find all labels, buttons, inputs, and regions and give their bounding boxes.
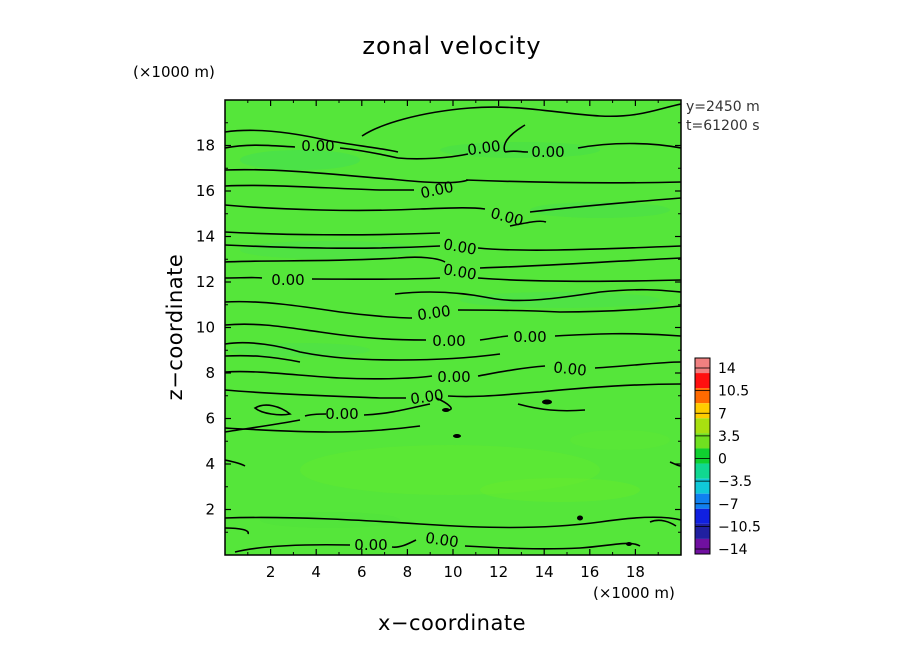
colorbar-swatch xyxy=(695,538,710,554)
x-tick-label: 18 xyxy=(626,563,645,581)
x-tick-label: 6 xyxy=(357,563,367,581)
x-tick-label: 14 xyxy=(535,563,554,581)
colorbar-swatch xyxy=(695,493,710,509)
contour-label: 0.00 xyxy=(552,358,587,379)
zero-contours xyxy=(225,103,681,553)
colorbar-label: 14 xyxy=(718,361,736,377)
contour-label: 0.00 xyxy=(301,137,334,155)
colorbar-swatch xyxy=(695,403,710,419)
x-tick-label: 8 xyxy=(403,563,413,581)
colorbar-swatch xyxy=(695,478,710,494)
x-axis-ticks: 2 4 6 8 10 12 14 16 18 xyxy=(247,100,659,581)
contour-label: 0.00 xyxy=(442,235,478,259)
y-tick-label: 8 xyxy=(205,364,215,382)
x-axis-label: x−coordinate xyxy=(378,611,526,635)
field-variations xyxy=(230,142,670,528)
contour-labels: 0.00 0.00 0.000.000.000.000.000.000.000.00… xyxy=(271,137,587,554)
x-tick-label: 10 xyxy=(443,563,462,581)
colorbar-swatch xyxy=(695,448,710,464)
colorbar-label: −14 xyxy=(718,542,748,558)
colorbar-swatch xyxy=(695,388,710,404)
contour-label: 0.00 xyxy=(409,386,445,408)
y-tick-label: 16 xyxy=(196,182,215,200)
colorbar: 14 10.5 7 3.5 0 −3.5 −7 −10.5 −14 xyxy=(694,357,761,558)
colorbar-label: −10.5 xyxy=(718,519,761,535)
x-unit-label: (×1000 m) xyxy=(593,584,675,602)
contour-label: 0.00 xyxy=(354,536,387,554)
x-tick-label: 2 xyxy=(266,563,276,581)
y-tick-label: 18 xyxy=(196,137,215,155)
contour-label: 0.00 xyxy=(442,260,478,284)
colorbar-swatch xyxy=(695,433,710,449)
contour-label: 0.00 xyxy=(325,405,358,423)
y-tick-label: 10 xyxy=(196,319,215,337)
contour-label: 0.00 xyxy=(432,332,465,350)
colorbar-frame xyxy=(694,357,711,555)
colorbar-swatch xyxy=(695,508,710,524)
chart-title: zonal velocity xyxy=(362,32,541,60)
annotation-t: t=61200 s xyxy=(686,118,760,134)
contour-label: 0.00 xyxy=(416,302,452,324)
y-tick-label: 2 xyxy=(205,501,215,519)
plot-area: 0.00 0.00 0.000.000.000.000.000.000.000.00… xyxy=(224,99,682,556)
colorbar-swatch xyxy=(695,463,710,479)
colorbar-label: −3.5 xyxy=(718,474,752,490)
x-tick-label: 16 xyxy=(580,563,599,581)
y-tick-label: 4 xyxy=(205,455,215,473)
colorbar-label: 0 xyxy=(718,452,727,468)
colorbar-swatch xyxy=(695,523,710,539)
colorbar-swatch xyxy=(695,418,710,434)
contour-label: 0.00 xyxy=(437,368,470,386)
y-unit-label: (×1000 m) xyxy=(133,63,215,81)
y-axis-label: z−coordinate xyxy=(163,254,187,401)
y-axis-ticks: 2 4 6 8 10 12 14 16 18 xyxy=(196,122,681,533)
colorbar-swatch xyxy=(695,373,710,389)
contour-label: 0.00 xyxy=(531,143,564,161)
contour-label: 0.00 xyxy=(466,137,502,159)
contour-label: 0.00 xyxy=(513,328,546,346)
y-tick-label: 14 xyxy=(196,228,215,246)
colorbar-swatch xyxy=(695,358,710,374)
colorbar-label: 7 xyxy=(718,406,727,422)
colorbar-label: 10.5 xyxy=(718,384,749,400)
x-tick-label: 4 xyxy=(311,563,321,581)
contour-label: 0.00 xyxy=(271,271,304,289)
x-tick-label: 12 xyxy=(489,563,508,581)
colorbar-label: −7 xyxy=(718,497,739,513)
y-tick-label: 6 xyxy=(205,410,215,428)
contour-label: 0.00 xyxy=(424,529,460,551)
annotation-y: y=2450 m xyxy=(686,99,760,115)
y-tick-label: 12 xyxy=(196,273,215,291)
contour-blobs xyxy=(442,399,632,546)
colorbar-label: 3.5 xyxy=(718,429,740,445)
